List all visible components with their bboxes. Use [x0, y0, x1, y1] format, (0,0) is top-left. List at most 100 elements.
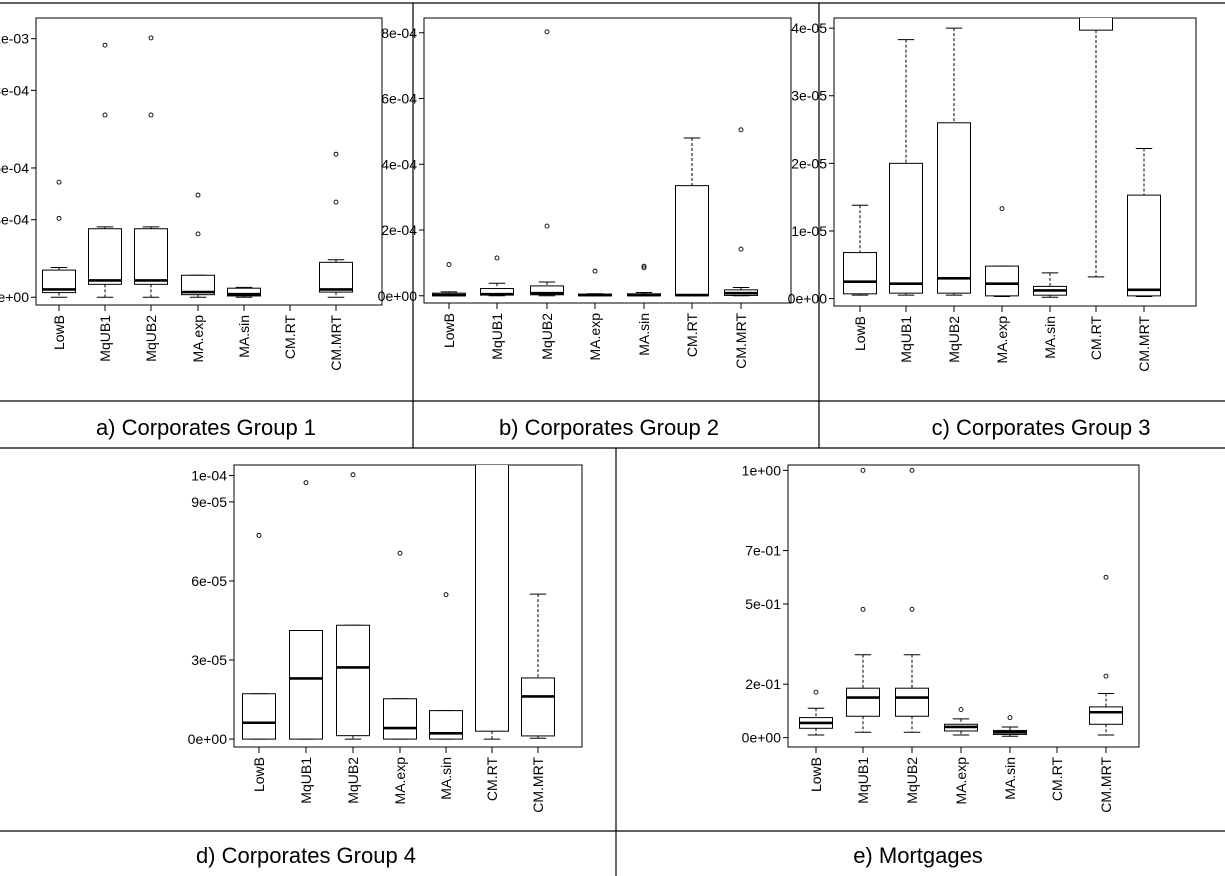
y-tick-label: 1e-04 [191, 468, 227, 484]
outlier-point [738, 127, 744, 133]
iqr-box [530, 285, 564, 296]
y-tick-label: 8e-04 [381, 25, 417, 41]
outlier-point [397, 550, 403, 556]
outlier-point [641, 265, 647, 271]
y-tick-label: 4e-05 [791, 20, 827, 36]
iqr-box [319, 261, 353, 293]
y-tick-label: 3e-05 [191, 652, 227, 668]
y-tick-label: 0e+00 [788, 291, 828, 307]
x-tick-label: MA.sin [438, 757, 454, 800]
boxes [242, 465, 555, 740]
iqr-box [895, 687, 929, 717]
outlier-point [148, 112, 154, 118]
x-tick-label: MA.sin [236, 315, 252, 358]
box-MA.exp [944, 707, 978, 736]
outlier-point [1007, 715, 1013, 721]
x-tick-label: MqUB2 [904, 757, 920, 804]
box-LowB [242, 532, 276, 740]
box-MA.sin [429, 592, 463, 740]
box-LowB [42, 179, 76, 298]
y-tick-label: 5e-01 [745, 596, 781, 612]
x-tick-label: LowB [51, 315, 67, 350]
outlier-point [738, 246, 744, 252]
chart-panel-3: 0e+00 1e-05 2e-05 3e-05 4e-05 LowB MqUB1 MqUB2 M… [788, 17, 1197, 440]
boxes [432, 29, 758, 297]
outlier-point [544, 223, 550, 229]
iqr-box [675, 185, 709, 297]
outlier-point [56, 215, 62, 221]
box-MA.sin [227, 286, 261, 298]
box-MqUB1 [889, 39, 923, 296]
box-LowB [843, 204, 877, 296]
iqr-box [181, 274, 215, 296]
panel-caption: e) Mortgages [853, 843, 983, 868]
box-LowB [432, 262, 466, 297]
panel-caption: b) Corporates Group 2 [499, 415, 719, 440]
outlier-point [592, 268, 598, 274]
x-tick-label: MA.exp [994, 316, 1010, 364]
box-MA.exp [985, 206, 1019, 298]
iqr-box [336, 624, 370, 737]
chart-panel-1: 0e+00 3e-04 5e-04 8e-04 1e-03 LowB MqUB1 MqUB2 M… [0, 17, 383, 440]
outlier-point [999, 206, 1005, 212]
outlier-point [1103, 574, 1109, 580]
box-CM.MRT [724, 127, 758, 297]
x-tick-label: CM.MRT [328, 315, 344, 371]
y-tick-label: 0e+00 [378, 288, 418, 304]
box-CM.RT [475, 465, 509, 740]
iqr-box [846, 687, 880, 717]
outlier-point [909, 606, 915, 612]
x-tick-label: MqUB1 [489, 313, 505, 360]
box-MqUB2 [134, 35, 168, 298]
outlier-point [333, 151, 339, 157]
iqr-box [937, 122, 971, 294]
x-tick-label: MA.exp [190, 315, 206, 363]
x-tick-label: CM.RT [1088, 316, 1104, 361]
iqr-box [1079, 18, 1113, 31]
outlier-point [958, 707, 964, 713]
box-MA.sin [993, 715, 1027, 737]
x-tick-label: MA.exp [953, 757, 969, 805]
outlier-point [102, 42, 108, 48]
box-MqUB2 [895, 467, 929, 733]
y-tick-label: 0e+00 [742, 730, 782, 746]
outlier-point [446, 262, 452, 267]
iqr-box [429, 710, 463, 740]
x-tick-label: MA.exp [392, 757, 408, 805]
panel-caption: a) Corporates Group 1 [96, 415, 316, 440]
y-tick-label: 5e-04 [0, 160, 29, 176]
x-tick-label: MA.sin [1042, 316, 1058, 359]
x-tick-label: MqUB1 [855, 757, 871, 804]
x-tick-label: MA.sin [1002, 757, 1018, 800]
iqr-box [843, 252, 877, 295]
chart-panel-5: 0e+00 2e-01 5e-01 7e-01 1e+00 LowB MqUB1 MqUB2 M… [742, 462, 1140, 868]
boxes [799, 467, 1123, 737]
x-tick-label: LowB [441, 313, 457, 348]
outlier-point [641, 263, 647, 269]
y-tick-label: 7e-01 [745, 543, 781, 559]
x-tick-label: CM.RT [282, 315, 298, 360]
iqr-box [227, 287, 261, 297]
x-tick-label: CM.MRT [1098, 757, 1114, 813]
boxes [843, 18, 1161, 298]
outlier-point [860, 606, 866, 612]
iqr-box [1089, 706, 1123, 725]
x-tick-label: MqUB1 [97, 315, 113, 362]
iqr-box [521, 677, 555, 737]
box-MqUB2 [937, 27, 971, 296]
outlier-point [813, 689, 819, 695]
chart-panel-4: 0e+00 3e-05 6e-05 9e-05 1e-04 LowB MqUB1 MqUB2 M… [188, 464, 583, 868]
x-tick-label: LowB [808, 757, 824, 792]
iqr-box [383, 698, 417, 740]
iqr-box [985, 265, 1019, 297]
x-tick-label: MqUB2 [946, 316, 962, 363]
iqr-box [88, 228, 122, 285]
outlier-point [148, 35, 154, 41]
x-tick-label: CM.RT [484, 757, 500, 802]
iqr-box [289, 630, 323, 740]
y-tick-label: 6e-05 [191, 573, 227, 589]
iqr-box [889, 162, 923, 294]
outlier-point [333, 199, 339, 205]
